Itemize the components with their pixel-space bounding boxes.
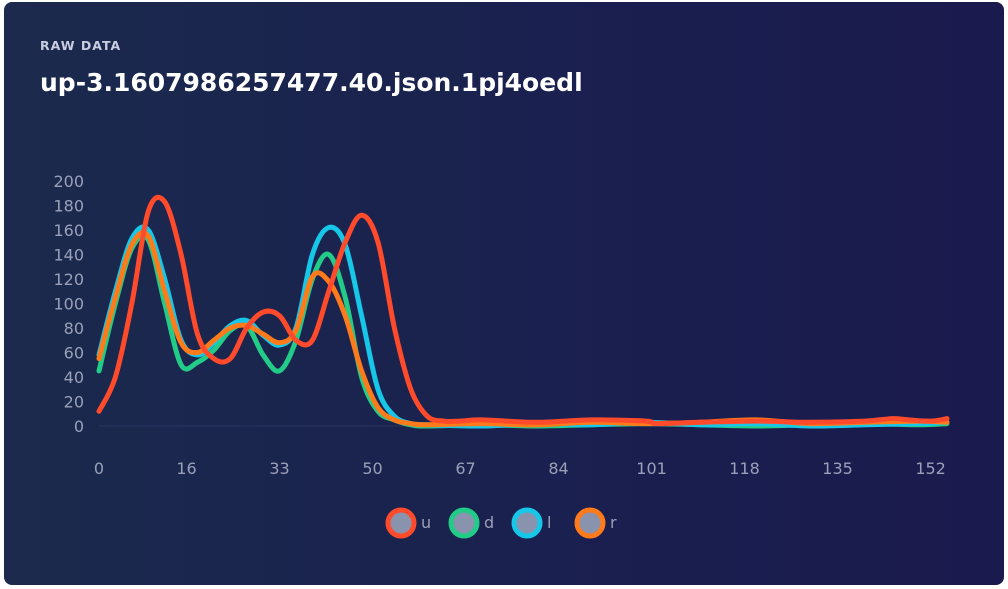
y-tick-label: 60 [64, 344, 84, 363]
x-tick-label: 135 [822, 459, 853, 478]
x-tick-label: 33 [269, 459, 289, 478]
series-line-r [96, 230, 950, 428]
x-axis: 0 16 33 50 67 84 101 118 135 152 [94, 459, 946, 478]
x-tick-label: 67 [455, 459, 475, 478]
legend-label: r [610, 513, 617, 532]
y-tick-label: 200 [53, 172, 84, 191]
y-tick-label: 180 [53, 197, 84, 216]
legend-item-d[interactable]: d [448, 507, 494, 539]
y-tick-label: 0 [74, 417, 84, 436]
x-tick-label: 0 [94, 459, 104, 478]
legend-item-r[interactable]: r [574, 507, 617, 539]
x-tick-label: 118 [729, 459, 760, 478]
legend-swatch[interactable] [574, 507, 606, 539]
chart-title: up-3.1607986257477.40.json.1pj4oedl [40, 68, 583, 97]
x-tick-label: 84 [548, 459, 568, 478]
legend-item-l[interactable]: l [511, 507, 551, 539]
y-tick-label: 40 [64, 368, 84, 387]
series-line-l [96, 224, 950, 429]
series-layer [96, 194, 950, 429]
x-tick-label: 152 [915, 459, 946, 478]
legend-swatch[interactable] [511, 507, 543, 539]
y-tick-label: 120 [53, 270, 84, 289]
y-tick-label: 160 [53, 221, 84, 240]
y-tick-label: 100 [53, 295, 84, 314]
legend-label: d [484, 513, 494, 532]
x-tick-label: 50 [362, 459, 382, 478]
y-axis: 0 20 40 60 80 100 120 140 160 180 200 [53, 172, 84, 436]
legend-swatch[interactable] [448, 507, 480, 539]
x-tick-label: 101 [636, 459, 667, 478]
x-tick-label: 16 [176, 459, 196, 478]
legend-swatch[interactable] [385, 507, 417, 539]
legend-label: l [547, 513, 551, 532]
legend-label: u [421, 513, 431, 532]
section-eyebrow: RAW DATA [40, 38, 122, 53]
series-line-u [96, 194, 950, 427]
y-tick-label: 140 [53, 246, 84, 265]
y-tick-label: 20 [64, 393, 84, 412]
y-tick-label: 80 [64, 319, 84, 338]
legend-item-u[interactable]: u [385, 507, 431, 539]
